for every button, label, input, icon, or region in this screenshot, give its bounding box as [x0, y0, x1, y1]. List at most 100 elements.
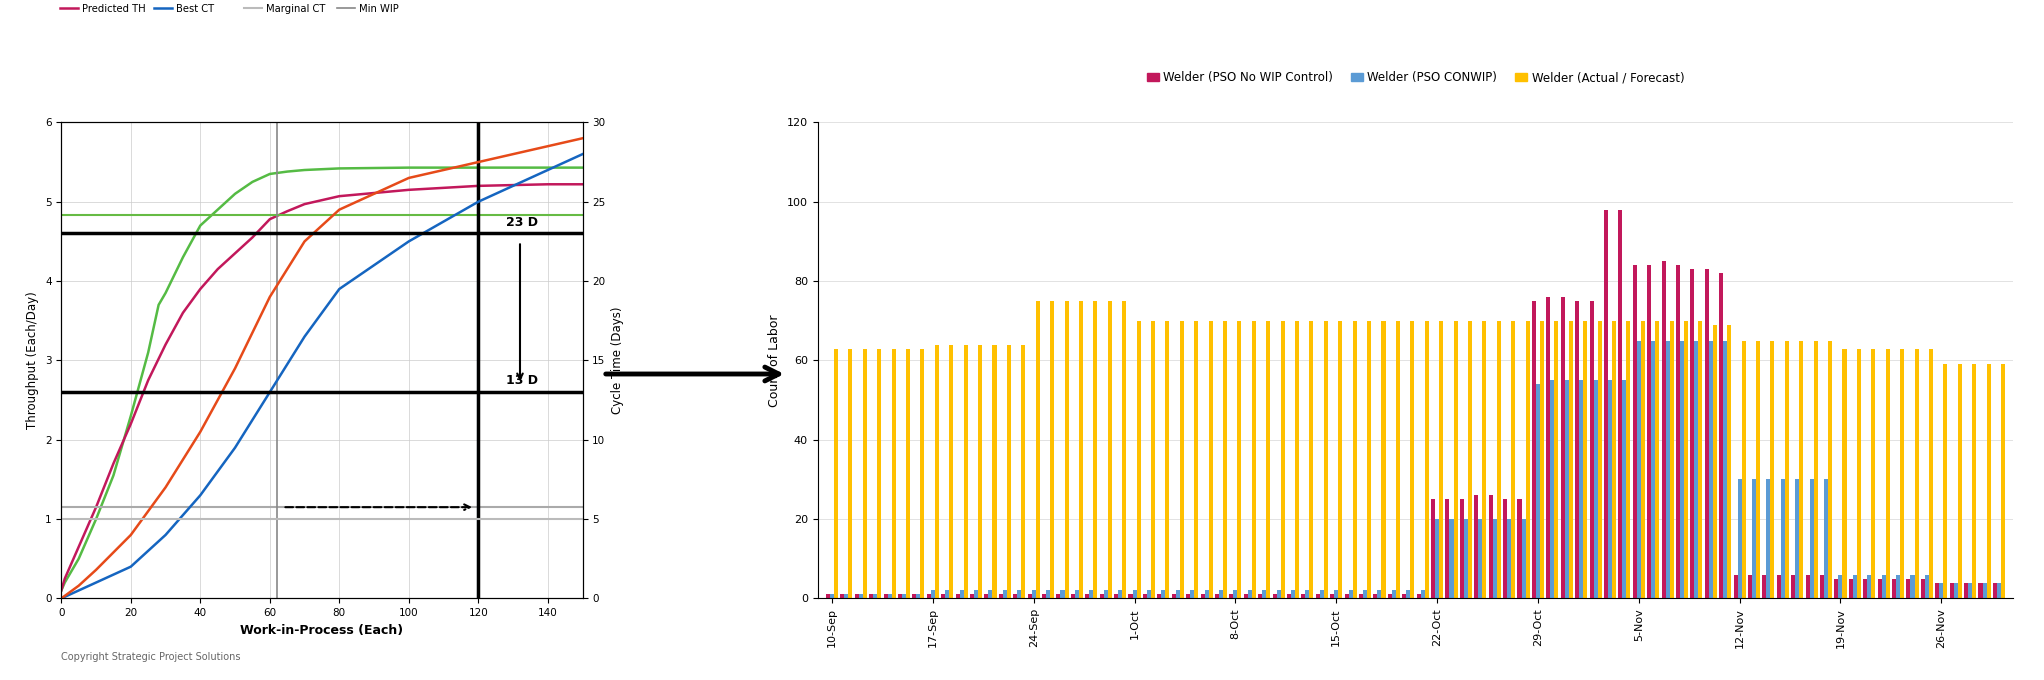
Bar: [926, 594, 930, 598]
Bar: [1656, 321, 1660, 598]
Bar: [1983, 583, 1987, 598]
Bar: [1784, 341, 1788, 598]
Bar: [1680, 341, 1684, 598]
Bar: [1813, 341, 1817, 598]
Bar: [1549, 380, 1553, 598]
Bar: [1251, 321, 1255, 598]
Bar: [1670, 321, 1674, 598]
Bar: [1190, 590, 1194, 598]
Legend: Best TH, Predicted TH, Marginal TH, Best CT, Predicted CT, Marginal CT, Demand, : Best TH, Predicted TH, Marginal TH, Best…: [55, 0, 480, 18]
Bar: [1282, 321, 1286, 598]
Bar: [1175, 590, 1179, 598]
Bar: [863, 348, 867, 598]
Bar: [1004, 590, 1008, 598]
Bar: [1278, 590, 1282, 598]
Bar: [971, 594, 975, 598]
Bar: [1690, 269, 1694, 598]
Bar: [1950, 583, 1954, 598]
Bar: [840, 594, 844, 598]
Bar: [1809, 479, 1813, 598]
Bar: [1108, 301, 1112, 598]
Bar: [1553, 321, 1558, 598]
Bar: [1694, 341, 1699, 598]
Bar: [1850, 579, 1852, 598]
Bar: [1478, 519, 1482, 598]
Bar: [1878, 579, 1883, 598]
Bar: [1647, 265, 1652, 598]
Bar: [916, 594, 920, 598]
Bar: [1823, 479, 1827, 598]
Bar: [1566, 380, 1568, 598]
Bar: [1590, 301, 1594, 598]
Bar: [1273, 594, 1278, 598]
Bar: [930, 590, 934, 598]
Bar: [1186, 594, 1190, 598]
Bar: [1171, 594, 1175, 598]
Bar: [1151, 321, 1155, 598]
Bar: [1243, 594, 1247, 598]
Bar: [1568, 321, 1572, 598]
Bar: [1079, 301, 1083, 598]
Bar: [1179, 321, 1183, 598]
Bar: [975, 590, 979, 598]
Bar: [934, 345, 938, 598]
Bar: [1459, 499, 1464, 598]
Bar: [1374, 594, 1378, 598]
Bar: [1094, 301, 1098, 598]
Bar: [944, 590, 948, 598]
Bar: [1382, 321, 1386, 598]
Bar: [1901, 348, 1905, 598]
Bar: [1713, 325, 1717, 598]
Bar: [1296, 321, 1300, 598]
Bar: [1521, 519, 1525, 598]
Bar: [1979, 583, 1983, 598]
Bar: [1799, 341, 1803, 598]
Bar: [1363, 590, 1367, 598]
Bar: [1392, 590, 1396, 598]
Bar: [1464, 519, 1468, 598]
Bar: [1431, 499, 1435, 598]
Bar: [1474, 495, 1478, 598]
Bar: [1265, 321, 1269, 598]
Bar: [1057, 594, 1061, 598]
Bar: [1306, 590, 1310, 598]
Bar: [1416, 594, 1421, 598]
Bar: [1827, 341, 1831, 598]
Bar: [897, 594, 901, 598]
Bar: [1562, 297, 1566, 598]
Bar: [957, 594, 959, 598]
Bar: [1122, 301, 1126, 598]
Bar: [1263, 590, 1265, 598]
Bar: [1032, 590, 1036, 598]
Bar: [1410, 321, 1414, 598]
Bar: [1756, 341, 1760, 598]
Bar: [1623, 380, 1627, 598]
Bar: [848, 348, 852, 598]
Bar: [1958, 364, 1962, 598]
Bar: [1748, 575, 1752, 598]
Bar: [1425, 321, 1429, 598]
Bar: [1954, 583, 1958, 598]
Bar: [1310, 321, 1314, 598]
Bar: [1208, 321, 1212, 598]
Bar: [1089, 590, 1094, 598]
Bar: [940, 594, 944, 598]
Bar: [1359, 594, 1363, 598]
Bar: [1406, 590, 1410, 598]
Bar: [1435, 519, 1439, 598]
Bar: [1482, 321, 1486, 598]
Bar: [1421, 590, 1425, 598]
Bar: [1114, 594, 1118, 598]
Bar: [1641, 321, 1645, 598]
Bar: [1218, 590, 1222, 598]
Bar: [1008, 345, 1012, 598]
Bar: [1214, 594, 1218, 598]
Bar: [1204, 590, 1208, 598]
Bar: [1770, 341, 1774, 598]
Bar: [1893, 579, 1897, 598]
Bar: [1662, 261, 1666, 598]
Bar: [1872, 348, 1874, 598]
Bar: [1737, 479, 1741, 598]
Bar: [1165, 321, 1169, 598]
Bar: [1598, 321, 1602, 598]
